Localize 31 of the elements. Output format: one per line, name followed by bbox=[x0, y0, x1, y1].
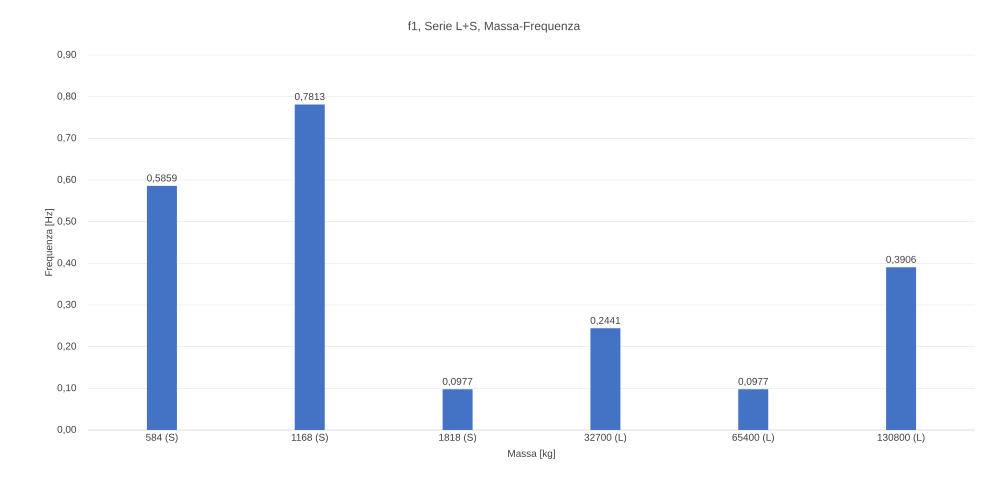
bar bbox=[590, 328, 620, 430]
x-tick-label: 130800 (L) bbox=[878, 434, 925, 443]
y-tick-label: 0,10 bbox=[57, 384, 76, 392]
x-tick-label: 1168 (S) bbox=[292, 434, 328, 443]
x-axis-title: Massa [kg] bbox=[508, 450, 555, 459]
y-axis-title: Frequenza [Hz] bbox=[44, 209, 54, 276]
data-label: 0,2441 bbox=[590, 316, 620, 326]
y-tick-label: 0,80 bbox=[57, 92, 76, 101]
bar bbox=[146, 186, 177, 430]
data-label: 0,0977 bbox=[738, 378, 768, 386]
chart-title: f1, Serie L+S, Massa-Frequenza bbox=[408, 21, 580, 33]
y-tick-label: 0,20 bbox=[57, 342, 76, 351]
y-tick-label: 0,50 bbox=[57, 218, 76, 226]
y-tick-label: 0,40 bbox=[57, 259, 76, 268]
y-tick-label: 0,30 bbox=[57, 300, 76, 310]
x-tick-label: 584 (S) bbox=[146, 434, 178, 443]
bar bbox=[738, 389, 768, 430]
bar bbox=[442, 389, 473, 430]
bar bbox=[294, 104, 325, 430]
data-label: 0,7813 bbox=[294, 93, 325, 102]
x-tick-label: 65400 (L) bbox=[732, 434, 774, 443]
y-tick-label: 0,60 bbox=[57, 176, 76, 184]
y-tick-label: 0,90 bbox=[57, 50, 76, 60]
y-tick-label: 0,70 bbox=[57, 134, 76, 142]
x-tick-label: 32700 (L) bbox=[584, 434, 626, 443]
data-label: 0,0977 bbox=[442, 378, 472, 386]
x-tick-label: 1818 (S) bbox=[439, 434, 476, 443]
y-tick-label: 0,00 bbox=[57, 426, 76, 434]
bar bbox=[886, 267, 916, 430]
data-label: 0,5859 bbox=[147, 174, 177, 183]
data-label: 0,3906 bbox=[886, 256, 916, 264]
